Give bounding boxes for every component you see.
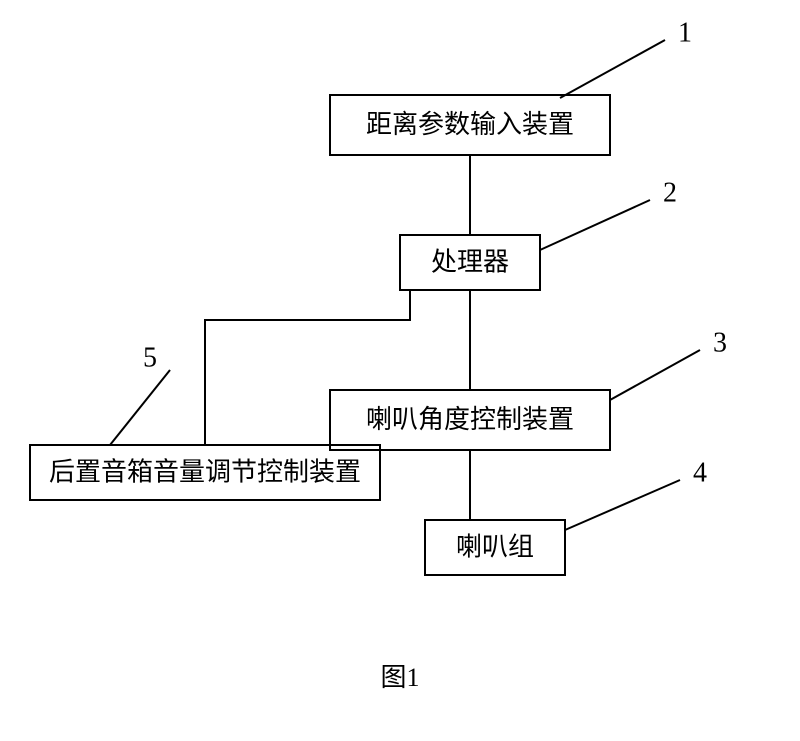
leader-l1-line: [560, 40, 665, 98]
leader-l3-label: 3: [713, 327, 727, 358]
leader-l2: 2: [540, 177, 677, 250]
node-n3-label: 喇叭角度控制装置: [366, 405, 574, 434]
figure-caption: 图1: [380, 663, 419, 692]
leader-l4-label: 4: [693, 457, 707, 488]
leader-l4-line: [565, 480, 680, 530]
leader-l2-line: [540, 200, 650, 250]
leader-l5-label: 5: [143, 342, 157, 373]
node-n2-label: 处理器: [431, 247, 509, 276]
node-n5: 后置音箱音量调节控制装置: [30, 445, 380, 500]
node-n2: 处理器: [400, 235, 540, 290]
leader-l5-line: [110, 370, 170, 445]
node-n4-label: 喇叭组: [456, 532, 534, 561]
node-n1-label: 距离参数输入装置: [366, 110, 574, 139]
leader-l3-line: [610, 350, 700, 400]
node-n3: 喇叭角度控制装置: [330, 390, 610, 450]
flowchart-diagram: 距离参数输入装置处理器喇叭角度控制装置喇叭组 后置音箱音量调节控制装置 1 2 3 4 5 图…: [0, 0, 800, 741]
leader-l4: 4: [565, 457, 707, 530]
node-n4: 喇叭组: [425, 520, 565, 575]
leader-l1-label: 1: [678, 17, 692, 48]
node-n5-label: 后置音箱音量调节控制装置: [49, 457, 361, 486]
leader-l3: 3: [610, 327, 727, 400]
leader-l5: 5: [110, 342, 170, 445]
leader-l1: 1: [560, 17, 692, 98]
node-n1: 距离参数输入装置: [330, 95, 610, 155]
leader-l2-label: 2: [663, 177, 677, 208]
